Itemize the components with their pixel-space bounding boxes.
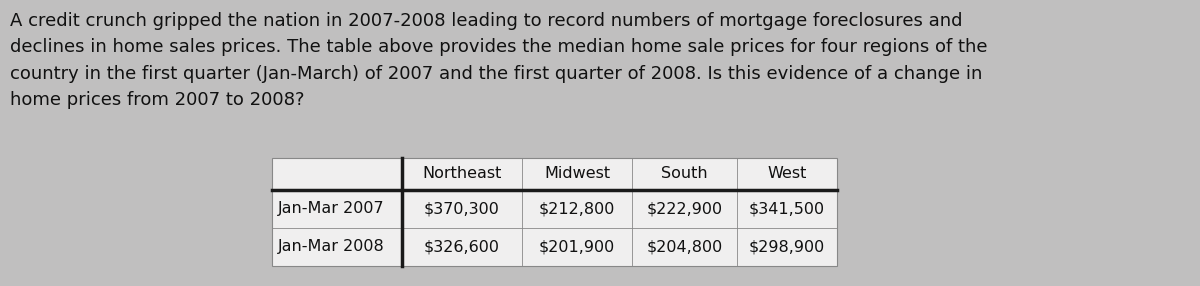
Text: Jan-Mar 2008: Jan-Mar 2008 (278, 239, 385, 255)
Text: Midwest: Midwest (544, 166, 610, 182)
Text: $326,600: $326,600 (424, 239, 500, 255)
Text: $204,800: $204,800 (647, 239, 722, 255)
Text: Northeast: Northeast (422, 166, 502, 182)
Text: Jan-Mar 2007: Jan-Mar 2007 (278, 202, 385, 217)
Bar (272, 158, 838, 266)
Text: West: West (767, 166, 806, 182)
Text: $201,900: $201,900 (539, 239, 616, 255)
Text: A credit crunch gripped the nation in 2007-2008 leading to record numbers of mor: A credit crunch gripped the nation in 20… (10, 12, 988, 109)
Text: $370,300: $370,300 (424, 202, 500, 217)
Text: $298,900: $298,900 (749, 239, 826, 255)
Text: South: South (661, 166, 708, 182)
Text: $341,500: $341,500 (749, 202, 826, 217)
Text: $212,800: $212,800 (539, 202, 616, 217)
Text: $222,900: $222,900 (647, 202, 722, 217)
